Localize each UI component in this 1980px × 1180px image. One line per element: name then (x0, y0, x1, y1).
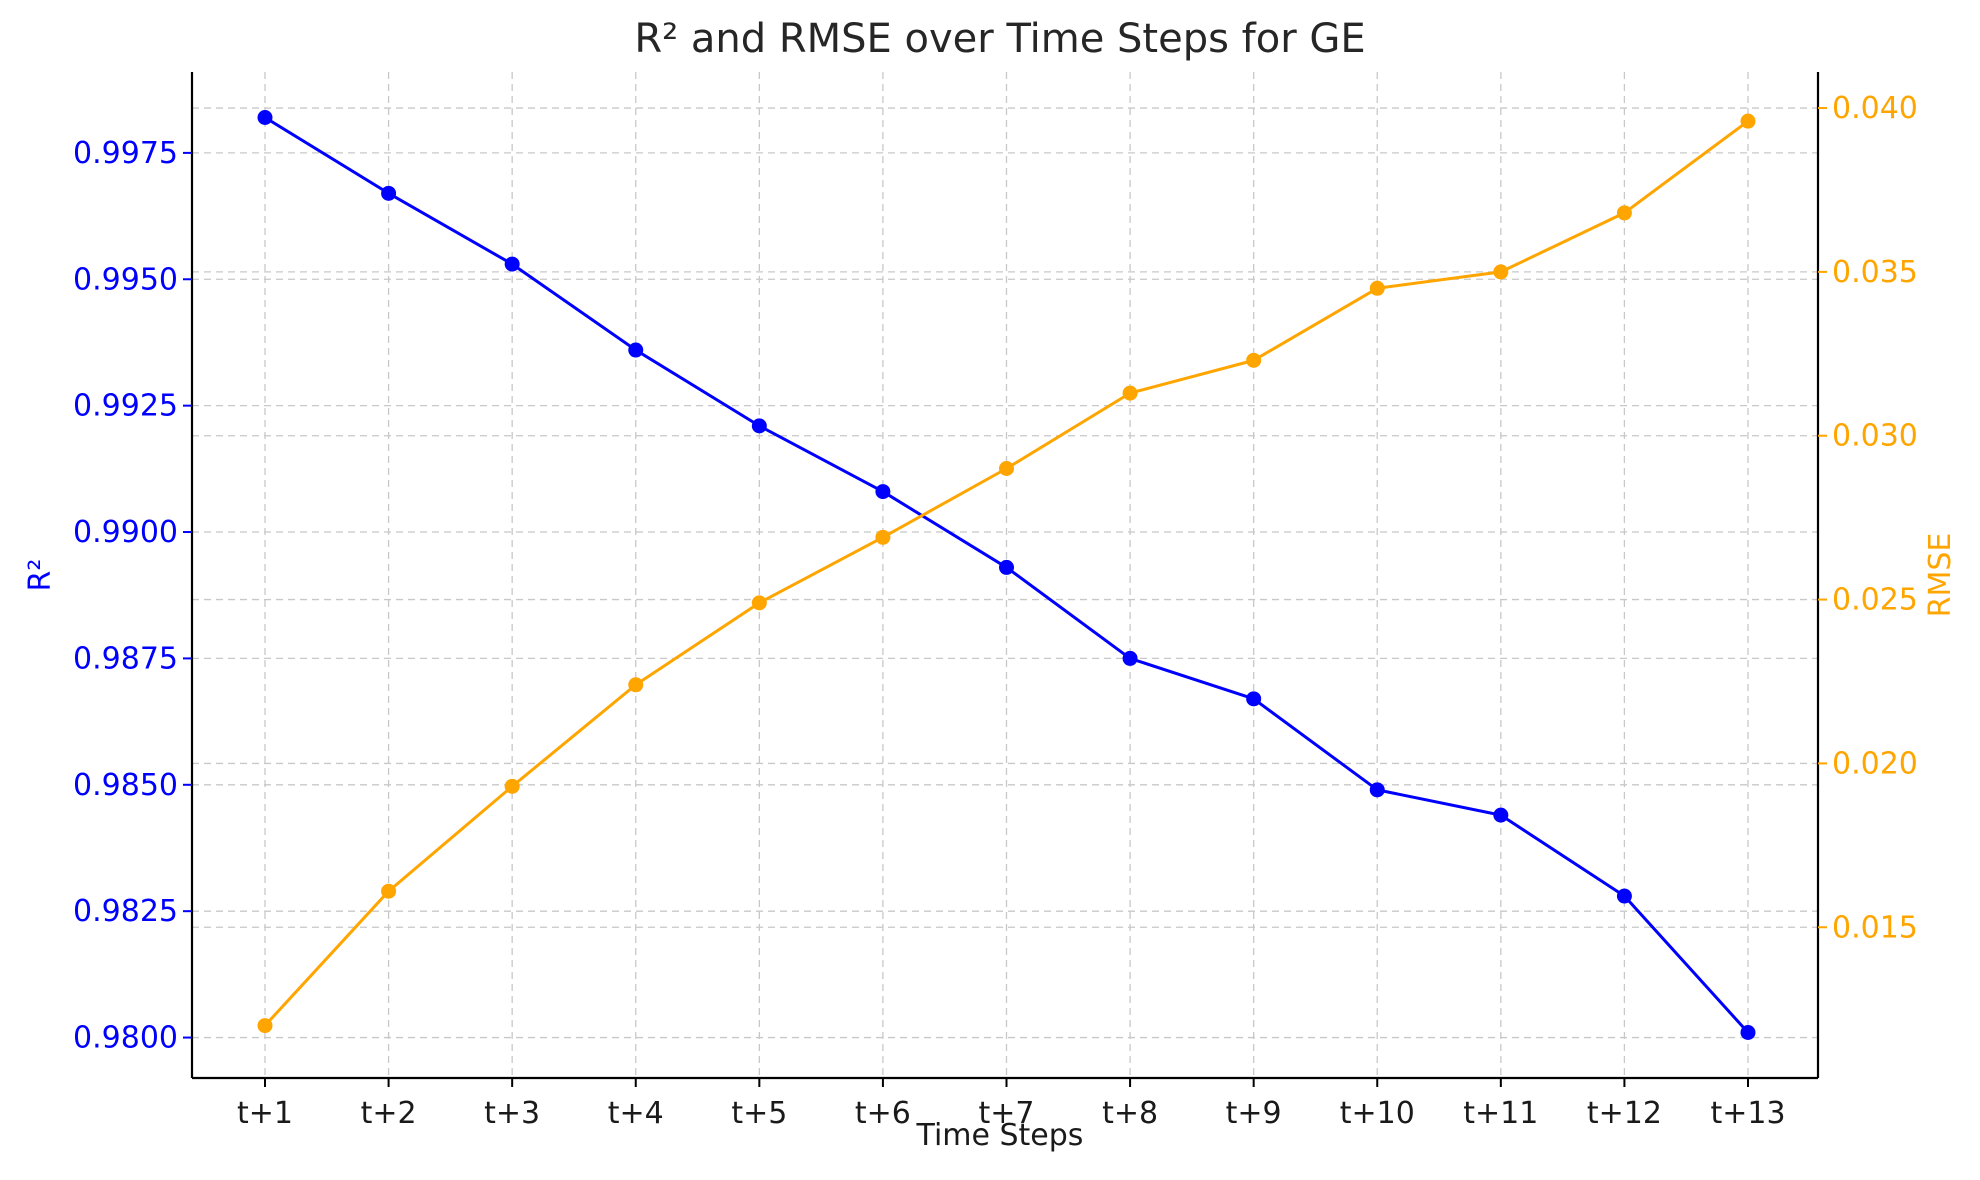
series-right-point (504, 778, 520, 794)
series-right-point (1122, 385, 1138, 401)
y-right-tick-label: 0.030 (1832, 419, 1918, 454)
x-axis-label: Time Steps (916, 1118, 1084, 1153)
y-left-tick-label: 0.9825 (73, 894, 178, 929)
y-left-tick-label: 0.9800 (73, 1021, 178, 1056)
x-tick-label: t+3 (484, 1096, 540, 1131)
y-axis-left-label: R² (23, 559, 58, 592)
x-tick-label: t+5 (731, 1096, 787, 1131)
x-tick-label: t+6 (855, 1096, 911, 1131)
x-tick-label: t+8 (1102, 1096, 1158, 1131)
chart-title: R² and RMSE over Time Steps for GE (634, 16, 1365, 62)
series-left-point (1616, 888, 1632, 904)
y-right-tick-label: 0.040 (1832, 91, 1918, 126)
series-right-point (999, 461, 1014, 477)
series-right-point (1740, 113, 1756, 129)
series-left-point (381, 185, 397, 201)
x-tick-label: t+7 (979, 1096, 1035, 1131)
series-left-point (257, 109, 273, 125)
series-left-point (875, 484, 891, 500)
y-left-tick-label: 0.9975 (73, 136, 178, 171)
x-tick-label: t+12 (1587, 1096, 1662, 1131)
series-right-point (1369, 280, 1385, 296)
y-right-tick-label: 0.025 (1832, 583, 1918, 618)
y-axis-right-label: RMSE (1923, 533, 1958, 618)
series-layer (257, 109, 1756, 1041)
series-right-point (381, 883, 397, 899)
y-right-tick-label: 0.020 (1832, 746, 1918, 781)
series-right-point (628, 677, 644, 693)
y-left-tick-label: 0.9875 (73, 641, 178, 676)
series-left-point (751, 418, 767, 434)
x-tick-label: t+11 (1463, 1096, 1538, 1131)
x-tick-label: t+10 (1340, 1096, 1415, 1131)
series-left-point (1740, 1025, 1756, 1041)
series-left-point (1493, 807, 1509, 823)
x-tick-label: t+9 (1226, 1096, 1282, 1131)
series-left-point (1246, 691, 1262, 707)
series-left-point (1122, 650, 1138, 666)
series-right-point (257, 1018, 273, 1034)
y-right-tick-label: 0.035 (1832, 255, 1918, 290)
y-right-tick-label: 0.015 (1832, 910, 1918, 945)
series-left-point (504, 256, 520, 272)
series-right-point (875, 529, 891, 545)
tick-layer: t+1 t+2 t+3 t+4 t+5 t+6 t+7 t+8 t+9 t+10 t+11 t+12 t… (73, 91, 1918, 1131)
series-right-point (1493, 264, 1509, 280)
series-right-point (1246, 352, 1262, 368)
grid-layer (192, 72, 1818, 1078)
y-left-tick-label: 0.9900 (73, 515, 178, 550)
y-left-tick-label: 0.9850 (73, 768, 178, 803)
series-left-point (999, 559, 1014, 575)
x-tick-label: t+1 (237, 1096, 293, 1131)
x-tick-label: t+4 (608, 1096, 664, 1131)
series-right-point (751, 595, 767, 611)
x-tick-label: t+13 (1710, 1096, 1785, 1131)
y-left-tick-label: 0.9925 (73, 389, 178, 424)
y-left-tick-label: 0.9950 (73, 262, 178, 297)
series-right-point (1616, 205, 1632, 221)
x-tick-label: t+2 (361, 1096, 417, 1131)
series-left-point (1369, 782, 1385, 798)
series-left-point (628, 342, 644, 358)
